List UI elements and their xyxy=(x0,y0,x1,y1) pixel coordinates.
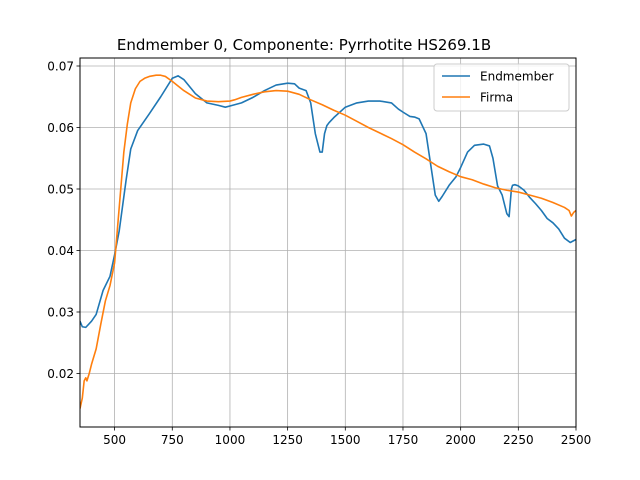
x-tick-label: 2500 xyxy=(561,433,592,447)
x-tick-label: 500 xyxy=(103,433,126,447)
x-tick-label: 750 xyxy=(161,433,184,447)
y-tick-label: 0.02 xyxy=(47,367,74,381)
y-axis: 0.02 0.03 0.04 0.05 0.06 0.07 xyxy=(47,59,80,381)
y-tick-label: 0.07 xyxy=(47,59,74,73)
legend-label-firma: Firma xyxy=(480,91,513,105)
x-tick-label: 1750 xyxy=(388,433,419,447)
x-tick-label: 1500 xyxy=(330,433,361,447)
y-tick-label: 0.06 xyxy=(47,121,74,135)
x-tick-label: 2000 xyxy=(445,433,476,447)
series-line-firma xyxy=(80,74,576,409)
chart-title: Endmember 0, Componente: Pyrrhotite HS26… xyxy=(117,36,491,54)
x-tick-label: 1000 xyxy=(215,433,246,447)
series-line-endmember xyxy=(80,75,576,329)
y-tick-label: 0.03 xyxy=(47,305,74,319)
y-tick-label: 0.05 xyxy=(47,182,74,196)
legend-label-endmember: Endmember xyxy=(480,70,554,84)
y-tick-label: 0.04 xyxy=(47,244,74,258)
legend: Endmember Firma xyxy=(433,63,570,112)
x-tick-label: 1250 xyxy=(272,433,303,447)
plot-frame xyxy=(79,57,577,428)
x-tick-label: 2250 xyxy=(503,433,534,447)
series-group xyxy=(80,74,576,409)
x-axis: 500 750 1000 1250 1500 1750 2000 2250 2500 xyxy=(103,427,591,447)
